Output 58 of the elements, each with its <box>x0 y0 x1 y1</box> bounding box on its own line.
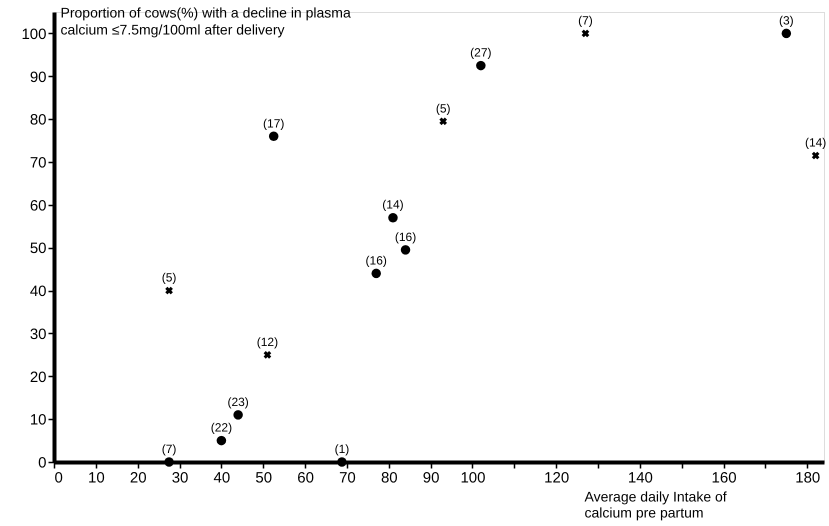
x-tick-label: 40 <box>214 470 230 486</box>
point <box>216 436 226 446</box>
point <box>268 132 278 142</box>
y-tick-label: 20 <box>30 368 46 386</box>
y-tick-label: 50 <box>30 240 46 258</box>
x-tick-label: 50 <box>255 470 272 486</box>
point <box>782 28 792 38</box>
x-tick-label: 20 <box>130 470 147 486</box>
y-tick-label: 80 <box>30 112 46 129</box>
annotation: (7) <box>162 442 176 456</box>
x-tick-label: 120 <box>544 470 570 486</box>
x-tick-label: 100 <box>460 470 486 486</box>
x-tick-label: 80 <box>380 470 398 486</box>
point <box>388 212 398 222</box>
point <box>371 268 381 278</box>
annotation: (17) <box>263 116 284 130</box>
point <box>337 457 347 467</box>
x-tick-label: 160 <box>712 470 737 486</box>
x-tick-label: 70 <box>339 470 356 486</box>
point <box>165 286 173 294</box>
y-tick-label: 30 <box>30 326 46 343</box>
annotation: (1) <box>334 442 350 456</box>
x-tick-label: 60 <box>297 470 314 486</box>
annotation: (14) <box>382 198 404 212</box>
annotation: (5) <box>436 101 451 116</box>
x-tick-label: 140 <box>628 470 653 486</box>
annotation: (16) <box>394 230 416 244</box>
point <box>164 457 174 467</box>
point <box>476 60 486 70</box>
annotation: (12) <box>256 334 278 349</box>
x-axis-title: Average daily Intake of calcium pre partum <box>584 488 727 520</box>
annotation: (5) <box>162 270 176 285</box>
annotation: (23) <box>227 394 249 409</box>
point <box>439 117 448 126</box>
point <box>233 410 243 420</box>
point <box>400 245 410 255</box>
x-tick-label: 10 <box>88 470 105 486</box>
annotation: (22) <box>210 420 232 435</box>
annotation: (16) <box>366 253 387 268</box>
y-tick-label: 40 <box>30 283 46 300</box>
x-tick-label: 30 <box>172 470 188 486</box>
point <box>264 351 272 359</box>
annotation: (3) <box>779 13 794 28</box>
x-tick-label: 180 <box>795 470 820 486</box>
y-tick-label: 70 <box>30 154 46 172</box>
y-tick-label: 90 <box>30 68 46 86</box>
annotation: (27) <box>470 46 492 60</box>
annotation: (14) <box>804 136 826 150</box>
y-axis-title: Proportion of cows(%) with a decline in plasma calcium ≤7.5mg/100ml after delivery <box>60 4 351 38</box>
annotation: (7) <box>578 13 593 28</box>
point <box>812 152 820 160</box>
x-tick-label: 0 <box>54 470 63 486</box>
x-tick-label: 90 <box>422 470 440 486</box>
y-tick-label: 10 <box>30 412 46 429</box>
y-tick-label: 0 <box>38 454 46 472</box>
point <box>582 30 590 38</box>
y-tick-label: 100 <box>21 26 46 43</box>
y-tick-label: 60 <box>30 197 46 214</box>
